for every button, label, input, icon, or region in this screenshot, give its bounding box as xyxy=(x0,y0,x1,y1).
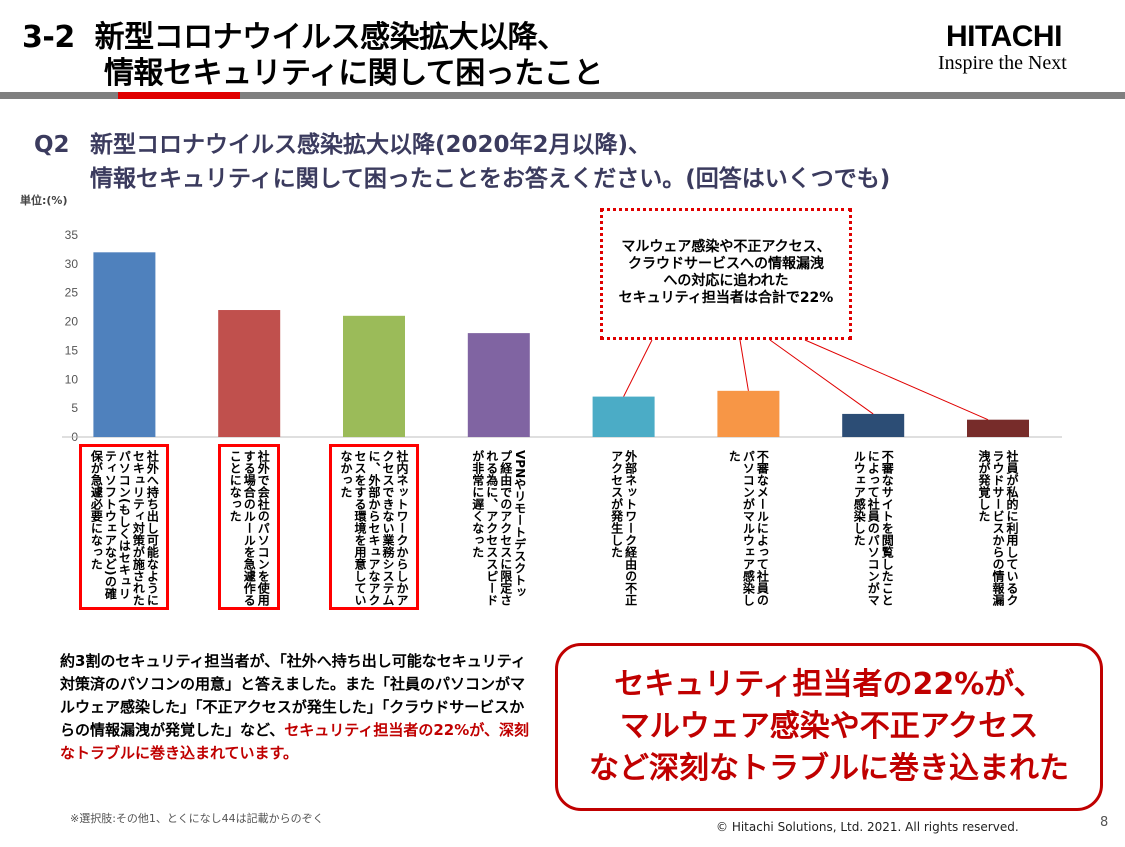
category-label: 社外で会社のパソコンを使用する場合のルールを急遽作ることになった xyxy=(228,450,271,606)
bar xyxy=(467,333,530,437)
callout-connector xyxy=(769,339,874,415)
y-tick-label: 5 xyxy=(71,401,78,415)
summary-highlight: セキュリティ担当者の22%が、深刻なトラブルに巻き込まれています。 xyxy=(60,721,529,762)
callout-line: クラウドサービスへの情報漏洩 xyxy=(628,256,824,272)
callout-line: マルウェア感染や不正アクセス、 xyxy=(621,239,831,255)
callout-connector xyxy=(623,339,653,397)
header-accent xyxy=(118,92,240,99)
slide-title: 3-2 新型コロナウイルス感染拡大以降、 情報セキュリティに関して困ったこと xyxy=(22,20,603,92)
callout-box: マルウェア感染や不正アクセス、 クラウドサービスへの情報漏洩 への対応に追われた… xyxy=(600,208,852,340)
logo-tagline: Inspire the Next xyxy=(938,52,1067,74)
copyright: © Hitachi Solutions, Ltd. 2021. All righ… xyxy=(716,820,1019,834)
callout-line: セキュリティ担当者は合計で22% xyxy=(618,290,834,306)
title-line-2: 情報セキュリティに関して困ったこと xyxy=(104,56,603,91)
y-tick-label: 10 xyxy=(65,372,79,386)
y-tick-label: 20 xyxy=(65,315,79,329)
question-line-2: 情報セキュリティに関して困ったことをお答えください。(回答はいくつでも) xyxy=(90,166,891,192)
y-tick-label: 30 xyxy=(65,257,79,271)
category-label: 社内ネットワークからしかアクセスできない業務システムに、外部からセキュアなアクセ… xyxy=(339,450,409,606)
category-highlight-box xyxy=(218,444,281,610)
header-divider xyxy=(0,92,1125,99)
category-label: VPNやリモートデスクトップ経由でのアクセスに限定される為に、アクセススピードが… xyxy=(470,450,527,606)
callout-connector xyxy=(804,339,989,421)
y-tick-label: 35 xyxy=(65,228,79,242)
unit-label: 単位:(%) xyxy=(20,194,68,207)
hitachi-logo: HITACHI xyxy=(946,20,1062,53)
category-highlight-box xyxy=(79,444,170,610)
bar xyxy=(592,396,655,437)
bar xyxy=(717,390,780,437)
footnote: ※選択肢:その他1、とくになし44は記載からのぞく xyxy=(70,812,324,825)
category-label: 不審なサイトを閲覧したことによって社員のパソコンがマルウェア感染した xyxy=(852,450,895,606)
category-highlight-box xyxy=(329,444,419,610)
conclusion-box: セキュリティ担当者の22%が、 マルウェア感染や不正アクセス など深刻なトラブル… xyxy=(555,643,1103,811)
category-label: 社外へ持ち出し可能なようにセキュリティ対策が施されたパソコン(もしくはセキュリテ… xyxy=(89,450,160,606)
summary-body: 約3割のセキュリティ担当者が、「社外へ持ち出し可能なセキュリティ対策済のパソコン… xyxy=(60,652,526,739)
conclusion-line: セキュリティ担当者の22%が、 xyxy=(614,667,1044,702)
slide-number: 3-2 xyxy=(22,20,75,55)
title-line-1: 新型コロナウイルス感染拡大以降、 xyxy=(94,20,568,55)
page-number: 8 xyxy=(1100,815,1109,830)
y-tick-label: 15 xyxy=(65,343,79,357)
question-label: Q2 xyxy=(34,132,70,158)
conclusion-line: マルウェア感染や不正アクセス xyxy=(619,709,1039,744)
y-tick-label: 25 xyxy=(65,286,79,300)
callout-line: への対応に追われた xyxy=(663,273,789,289)
bar xyxy=(218,310,281,437)
question-line-1: 新型コロナウイルス感染拡大以降(2020年2月以降)、 xyxy=(90,132,652,158)
bar xyxy=(343,315,405,437)
bar xyxy=(967,419,1029,437)
category-label: 社員が私的に利用しているクラウドサービスからの情報漏洩が発覚した xyxy=(977,450,1019,606)
conclusion-line: など深刻なトラブルに巻き込まれた xyxy=(589,751,1069,786)
question: Q2 新型コロナウイルス感染拡大以降(2020年2月以降)、 情報セキュリティに関… xyxy=(34,128,890,196)
callout-connector xyxy=(739,339,749,391)
bar xyxy=(842,413,905,437)
summary-text: 約3割のセキュリティ担当者が、「社外へ持ち出し可能なセキュリティ対策済のパソコン… xyxy=(60,650,538,765)
category-label: 不審なメールによって社員のパソコンがマルウェア感染した xyxy=(727,450,770,606)
category-label: 外部ネットワーク経由の不正アクセスが発生した xyxy=(609,450,638,606)
bar xyxy=(93,252,156,437)
